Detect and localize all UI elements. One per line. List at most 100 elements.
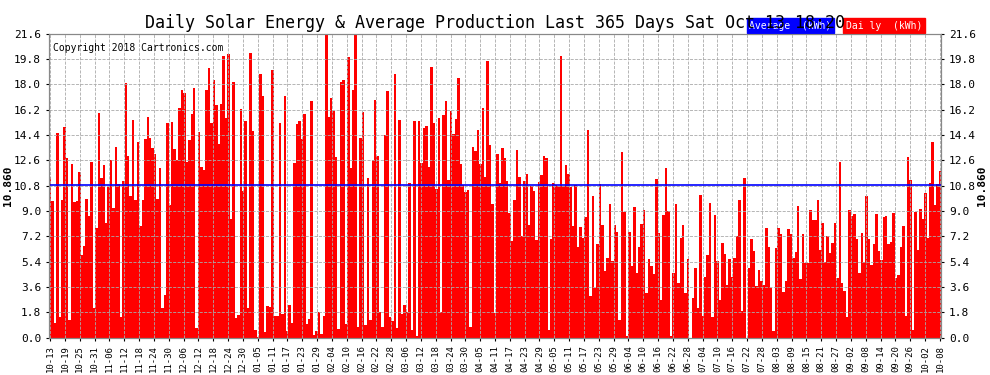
Bar: [340, 82, 343, 338]
Bar: [264, 332, 266, 338]
Bar: [626, 336, 629, 338]
Bar: [66, 158, 68, 338]
Bar: [233, 82, 235, 338]
Bar: [153, 154, 156, 338]
Bar: [149, 138, 151, 338]
Bar: [631, 266, 634, 338]
Bar: [421, 163, 423, 338]
Bar: [521, 236, 523, 338]
Bar: [885, 216, 887, 338]
Bar: [604, 272, 606, 338]
Bar: [186, 162, 188, 338]
Bar: [641, 224, 643, 338]
Bar: [384, 135, 386, 338]
Bar: [547, 330, 550, 338]
Bar: [379, 312, 381, 338]
Bar: [178, 108, 181, 338]
Bar: [887, 244, 890, 338]
Bar: [724, 254, 726, 338]
Bar: [528, 225, 531, 338]
Bar: [601, 225, 604, 338]
Bar: [550, 239, 552, 338]
Bar: [283, 96, 286, 338]
Bar: [325, 34, 328, 338]
Bar: [606, 258, 609, 338]
Bar: [555, 184, 557, 338]
Bar: [489, 145, 491, 338]
Bar: [807, 262, 809, 338]
Bar: [682, 225, 684, 338]
Bar: [614, 225, 616, 338]
Bar: [709, 204, 712, 338]
Bar: [88, 216, 90, 338]
Bar: [449, 111, 452, 338]
Bar: [220, 104, 223, 338]
Bar: [506, 182, 509, 338]
Bar: [792, 258, 795, 338]
Bar: [464, 192, 467, 338]
Bar: [860, 233, 863, 338]
Bar: [58, 317, 61, 338]
Bar: [767, 247, 770, 338]
Bar: [352, 90, 354, 338]
Bar: [892, 213, 895, 338]
Bar: [755, 286, 757, 338]
Bar: [354, 34, 356, 338]
Bar: [371, 160, 374, 338]
Bar: [672, 273, 675, 338]
Bar: [812, 220, 814, 338]
Bar: [721, 243, 724, 338]
Bar: [699, 195, 702, 338]
Bar: [850, 216, 853, 338]
Bar: [83, 246, 85, 338]
Bar: [675, 204, 677, 338]
Bar: [855, 239, 858, 338]
Bar: [750, 239, 753, 338]
Bar: [481, 108, 484, 338]
Bar: [650, 266, 652, 338]
Bar: [541, 175, 543, 338]
Bar: [274, 316, 276, 338]
Bar: [103, 165, 105, 338]
Bar: [684, 293, 687, 338]
Bar: [53, 323, 56, 338]
Bar: [922, 219, 924, 338]
Bar: [479, 164, 481, 338]
Bar: [416, 336, 418, 338]
Bar: [85, 200, 88, 338]
Bar: [251, 131, 254, 338]
Bar: [552, 183, 555, 338]
Bar: [166, 123, 168, 338]
Bar: [895, 278, 897, 338]
Bar: [902, 226, 905, 338]
Bar: [829, 253, 832, 338]
Bar: [127, 156, 130, 338]
Bar: [526, 174, 528, 338]
Bar: [917, 249, 919, 338]
Bar: [839, 162, 841, 338]
Bar: [670, 336, 672, 338]
Bar: [291, 322, 293, 338]
Bar: [841, 284, 843, 338]
Bar: [242, 191, 245, 338]
Bar: [158, 168, 161, 338]
Bar: [286, 331, 288, 338]
Bar: [318, 312, 320, 338]
Bar: [431, 66, 433, 338]
Bar: [870, 265, 873, 338]
Bar: [218, 144, 220, 338]
Bar: [770, 288, 772, 338]
Bar: [772, 331, 775, 338]
Bar: [564, 165, 567, 338]
Bar: [408, 183, 411, 338]
Bar: [533, 191, 536, 338]
Bar: [301, 139, 303, 338]
Bar: [308, 319, 311, 338]
Bar: [741, 311, 743, 338]
Bar: [731, 277, 734, 338]
Bar: [320, 334, 323, 338]
Bar: [476, 130, 479, 338]
Bar: [712, 317, 714, 338]
Bar: [203, 170, 205, 338]
Bar: [799, 279, 802, 338]
